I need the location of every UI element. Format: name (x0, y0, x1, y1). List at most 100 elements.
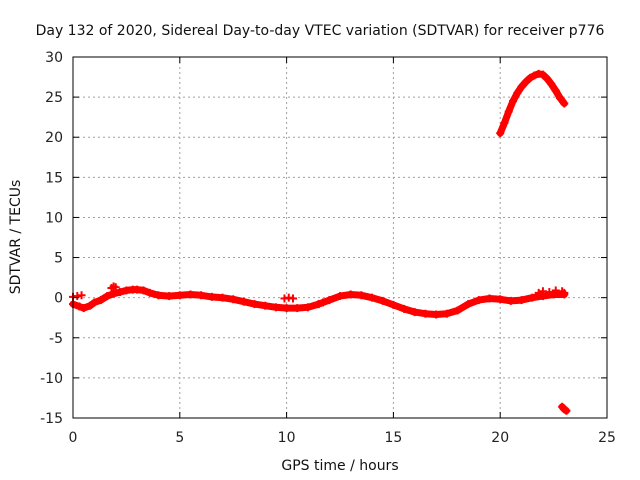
data-point (218, 293, 227, 302)
data-point (378, 296, 387, 305)
data-point (336, 292, 344, 301)
data-point (75, 302, 84, 311)
x-axis-label: GPS time / hours (281, 458, 398, 474)
data-points (69, 69, 571, 415)
series-band (496, 70, 568, 137)
y-tick-label: -10 (40, 371, 63, 387)
data-point (547, 80, 556, 89)
y-tick-label: 25 (45, 90, 63, 106)
data-point (96, 296, 105, 305)
data-point (506, 296, 515, 305)
data-point (103, 292, 112, 301)
data-point (556, 93, 565, 102)
data-point (562, 406, 571, 415)
data-point (346, 290, 355, 299)
chart-title: Day 132 of 2020, Sidereal Day-to-day VTE… (36, 23, 605, 39)
data-point (464, 300, 473, 309)
data-point (474, 296, 483, 305)
y-tick-label: 0 (54, 291, 63, 307)
grid-lines (73, 57, 607, 418)
x-tick-label: 0 (69, 430, 78, 446)
data-point (410, 308, 419, 317)
data-point (77, 291, 86, 300)
data-point (175, 291, 184, 300)
data-point (517, 82, 526, 91)
y-tick-label: -15 (40, 411, 63, 427)
data-point (421, 309, 430, 318)
data-point (165, 292, 174, 301)
data-point (500, 118, 509, 127)
data-point (154, 291, 163, 300)
data-point (109, 289, 118, 298)
x-tick-label: 10 (278, 430, 296, 446)
data-point (250, 300, 259, 309)
data-point (115, 288, 124, 297)
data-point (528, 293, 537, 302)
data-point (111, 283, 120, 292)
y-tick-label: -5 (49, 331, 63, 347)
data-point (368, 293, 377, 302)
data-point (530, 71, 539, 80)
data-point (534, 288, 543, 297)
data-point (325, 296, 334, 305)
data-point (560, 288, 569, 297)
data-point (229, 295, 238, 304)
data-point (86, 301, 95, 310)
data-point (551, 86, 560, 95)
series-high-arc (496, 69, 569, 138)
data-point (318, 298, 327, 307)
data-point (526, 73, 535, 82)
data-point (90, 298, 99, 307)
data-point (139, 286, 148, 295)
data-point (289, 294, 298, 303)
data-point (513, 89, 522, 98)
series-offset-segment (69, 282, 569, 309)
data-point (261, 301, 270, 310)
data-point (303, 303, 312, 312)
data-point (543, 74, 552, 83)
data-point (545, 288, 554, 297)
data-point (400, 304, 409, 313)
series-main-trace (69, 285, 569, 319)
data-point (549, 290, 558, 299)
data-point (453, 306, 462, 315)
data-point (197, 291, 206, 300)
data-point (314, 300, 323, 309)
data-point (207, 292, 216, 301)
y-axis-ticks: -15 -10 -5 0 5 10 15 20 25 30 (40, 50, 607, 427)
y-tick-label: 30 (45, 50, 63, 66)
x-tick-label: 25 (598, 430, 616, 446)
data-point (485, 294, 494, 303)
data-point (432, 310, 441, 319)
y-tick-label: 10 (45, 210, 63, 226)
data-point (239, 297, 248, 306)
data-point (517, 296, 526, 305)
y-tick-label: 20 (45, 130, 63, 146)
data-point (496, 129, 505, 138)
data-point (293, 304, 302, 313)
data-point (357, 291, 366, 300)
series-low-points (558, 402, 571, 415)
data-point (538, 70, 547, 79)
x-tick-label: 20 (491, 430, 509, 446)
x-tick-label: 5 (175, 430, 184, 446)
data-point (389, 300, 398, 309)
data-point (521, 77, 530, 86)
x-tick-label: 15 (384, 430, 402, 446)
data-point (560, 99, 569, 108)
data-point (186, 290, 195, 299)
x-axis-ticks: 0 5 10 15 20 25 (69, 57, 616, 446)
data-point (442, 309, 451, 318)
data-point (145, 288, 154, 297)
y-tick-label: 15 (45, 170, 63, 186)
y-axis-label: SDTVAR / TECUs (8, 180, 24, 295)
data-point (271, 303, 280, 312)
y-tick-label: 5 (54, 251, 63, 267)
data-point (509, 97, 518, 106)
data-point (496, 295, 505, 304)
plot-frame (72, 56, 608, 419)
data-point (504, 107, 513, 116)
data-point (79, 304, 88, 313)
data-point (282, 304, 291, 313)
